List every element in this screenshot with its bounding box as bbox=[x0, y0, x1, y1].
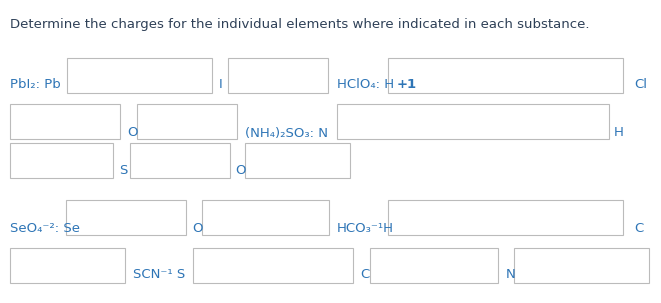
Bar bbox=[245, 143, 350, 178]
Bar bbox=[388, 200, 623, 235]
Text: C: C bbox=[634, 221, 643, 235]
Text: S: S bbox=[119, 165, 128, 178]
Bar bbox=[388, 58, 623, 93]
Text: H: H bbox=[614, 126, 624, 139]
Text: Cl: Cl bbox=[634, 78, 647, 92]
Bar bbox=[370, 248, 498, 283]
Text: PbI₂: Pb: PbI₂: Pb bbox=[10, 78, 61, 92]
Text: O: O bbox=[192, 221, 202, 235]
Bar bbox=[67, 58, 212, 93]
Text: O: O bbox=[127, 126, 137, 139]
Bar bbox=[337, 104, 609, 139]
Bar bbox=[66, 200, 186, 235]
Text: C: C bbox=[360, 268, 369, 281]
Bar bbox=[10, 143, 113, 178]
Bar bbox=[130, 143, 230, 178]
Text: SCN⁻¹ S: SCN⁻¹ S bbox=[133, 268, 185, 281]
Bar bbox=[137, 104, 237, 139]
Text: +1: +1 bbox=[397, 78, 417, 92]
Text: O: O bbox=[235, 165, 245, 178]
Text: Determine the charges for the individual elements where indicated in each substa: Determine the charges for the individual… bbox=[10, 18, 590, 31]
Bar bbox=[514, 248, 649, 283]
Text: HClO₄: H: HClO₄: H bbox=[337, 78, 394, 92]
Bar bbox=[193, 248, 353, 283]
Text: I: I bbox=[219, 78, 223, 92]
Text: HCO₃⁻¹H: HCO₃⁻¹H bbox=[337, 221, 394, 235]
Text: SeO₄⁻²: Se: SeO₄⁻²: Se bbox=[10, 221, 80, 235]
Bar bbox=[228, 58, 328, 93]
Bar bbox=[10, 248, 125, 283]
Bar bbox=[202, 200, 329, 235]
Bar bbox=[10, 104, 120, 139]
Text: (NH₄)₂SO₃: N: (NH₄)₂SO₃: N bbox=[245, 126, 328, 139]
Text: N: N bbox=[506, 268, 516, 281]
